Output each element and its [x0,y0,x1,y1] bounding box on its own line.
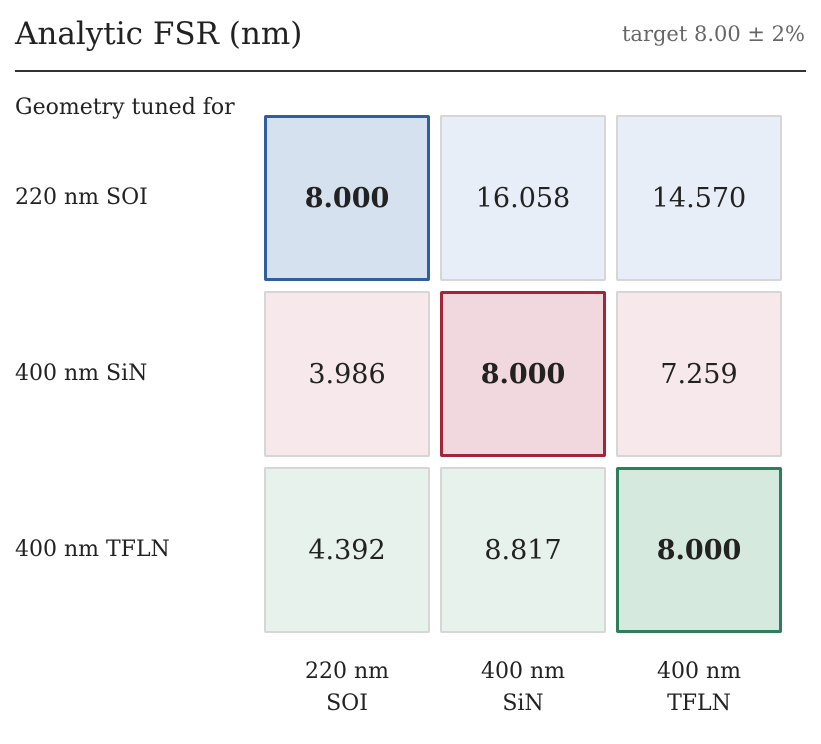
column-label-line2: SiN [502,691,544,716]
chart-title: Analytic FSR (nm) [15,16,303,52]
column-label: 400 nm TFLN [616,656,782,720]
title-divider [15,70,806,72]
heatmap-cell-target: 8.000 [264,115,430,281]
heatmap-cell: 16.058 [440,115,606,281]
heatmap-cell: 3.986 [264,291,430,457]
heatmap-cell: 7.259 [616,291,782,457]
row-label: 400 nm SiN [15,361,148,386]
column-label: 220 nm SOI [264,656,430,720]
heatmap-cell-target: 8.000 [440,291,606,457]
target-label: target 8.00 ± 2% [621,22,805,46]
column-label-line1: 400 nm [656,659,741,684]
heatmap-cell: 4.392 [264,467,430,633]
heatmap-cell: 14.570 [616,115,782,281]
heatmap-cell-target: 8.000 [616,467,782,633]
row-label: 220 nm SOI [15,185,148,210]
column-label-line2: SOI [326,691,368,716]
row-label: 400 nm TFLN [15,537,170,562]
column-label: 400 nm SiN [440,656,606,720]
row-axis-label: Geometry tuned for [15,95,235,120]
heatmap-cell: 8.817 [440,467,606,633]
column-label-line2: TFLN [667,691,731,716]
column-label-line1: 400 nm [480,659,565,684]
column-label-line1: 220 nm [304,659,389,684]
